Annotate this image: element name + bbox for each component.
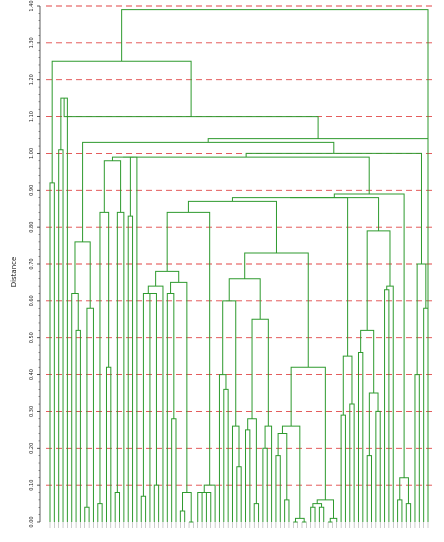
dendrogram-link xyxy=(140,495,147,522)
dendrogram-link xyxy=(290,366,326,500)
y-tick-label: 0.80 xyxy=(29,222,35,233)
dendrogram-link xyxy=(375,410,381,522)
dendrogram-link xyxy=(153,484,160,522)
dendrogram-link xyxy=(155,270,180,287)
dendrogram-link xyxy=(58,149,64,522)
y-tick-label: 0.00 xyxy=(29,516,35,527)
y-tick-label: 1.20 xyxy=(29,74,35,85)
dendrogram-link xyxy=(340,414,346,522)
dendrogram-link xyxy=(228,278,261,320)
dendrogram-link xyxy=(123,156,370,194)
dendrogram-link xyxy=(197,492,203,522)
y-tick-label: 0.70 xyxy=(29,258,35,269)
dendrogram-link xyxy=(171,418,177,522)
dendrogram-link xyxy=(231,425,240,522)
dendrogram-link xyxy=(312,503,323,508)
dendrogram-link xyxy=(207,138,429,522)
dendrogram-link xyxy=(244,252,309,368)
dendrogram-link xyxy=(245,429,251,522)
dendrogram-link xyxy=(329,517,338,522)
y-tick-label: 0.50 xyxy=(29,332,35,343)
dendrogram-link xyxy=(357,351,364,522)
y-tick-label: 0.20 xyxy=(29,443,35,454)
dendrogram-link xyxy=(103,160,122,213)
dendrogram-link xyxy=(342,355,353,416)
dendrogram-link xyxy=(405,503,412,522)
leaf-labels xyxy=(49,522,429,528)
dendrogram-link xyxy=(368,392,379,456)
dendrogram-link xyxy=(349,403,355,522)
dendrogram-link xyxy=(284,499,290,522)
dendrogram-link xyxy=(205,492,212,522)
dendrogram-link xyxy=(121,9,429,228)
dendrogram-link xyxy=(366,230,391,331)
dendrogram-link xyxy=(149,292,157,522)
dendrogram-link xyxy=(142,292,154,497)
dendrogram-link xyxy=(71,292,79,522)
dendrogram-link xyxy=(366,455,373,522)
dendrogram-link xyxy=(310,506,316,522)
dendrogram-link xyxy=(275,455,281,522)
y-tick-label: 0.90 xyxy=(29,185,35,196)
y-tick-label: 1.10 xyxy=(29,111,35,122)
y-tick-label: 0.60 xyxy=(29,295,35,306)
y-tick-label: 0.30 xyxy=(29,406,35,417)
dendrogram-link xyxy=(223,388,229,522)
y-tick-label: 1.40 xyxy=(29,0,35,11)
dendrogram-link xyxy=(294,517,305,522)
dendrogram-link xyxy=(114,492,121,522)
dendrogram-link xyxy=(74,241,91,309)
dendrogram-link xyxy=(170,281,188,493)
dendrogram-link xyxy=(318,506,325,522)
dendrogram-link xyxy=(127,215,134,522)
y-axis-label: Distance xyxy=(10,257,18,288)
dendrogram-link xyxy=(166,292,175,522)
dendrogram-link xyxy=(60,97,68,522)
dendrogram-link xyxy=(222,300,237,427)
dendrogram-link xyxy=(49,182,55,522)
dendrogram-link xyxy=(231,197,349,357)
dendrogram-link xyxy=(86,307,94,522)
dendrogram-link xyxy=(116,211,125,522)
dendrogram-link xyxy=(129,156,138,522)
dendrogram-link xyxy=(105,366,112,522)
dendrogram-link xyxy=(75,329,81,522)
dendrogram-link xyxy=(277,433,288,500)
dendrogram-link xyxy=(99,211,110,504)
y-tick-label: 0.40 xyxy=(29,369,35,380)
dendrogram-link xyxy=(290,197,380,231)
dendrogram-link xyxy=(245,152,422,264)
dendrogram-branches xyxy=(49,9,429,523)
y-axis: 0.00 0.10 0.20 0.30 0.40 0.50 0.60 0.70 0.80 0.90… xyxy=(29,0,41,528)
dendrogram-link xyxy=(97,503,103,522)
y-tick-label: 0.10 xyxy=(29,480,35,491)
y-tick-label: 1.30 xyxy=(29,37,35,48)
y-tick-label: 1.00 xyxy=(29,148,35,159)
dendrogram-link xyxy=(397,499,403,522)
dendrogram-link xyxy=(182,492,192,522)
dendrogram-link xyxy=(203,484,216,522)
dendrogram-link xyxy=(416,263,427,375)
dendrogram-link xyxy=(386,285,394,522)
dendrogram-link xyxy=(147,285,164,522)
dendrogram-link xyxy=(423,307,429,522)
dendrogram-link xyxy=(84,506,90,522)
dendrogram-link xyxy=(247,418,257,504)
dendrogram-link xyxy=(251,318,269,427)
dendrogram-link xyxy=(253,503,260,522)
dendrogram-link xyxy=(179,510,186,522)
dendrogram-link xyxy=(384,289,390,522)
dendrogram-link xyxy=(236,466,242,522)
dendrogram-link xyxy=(264,425,273,522)
